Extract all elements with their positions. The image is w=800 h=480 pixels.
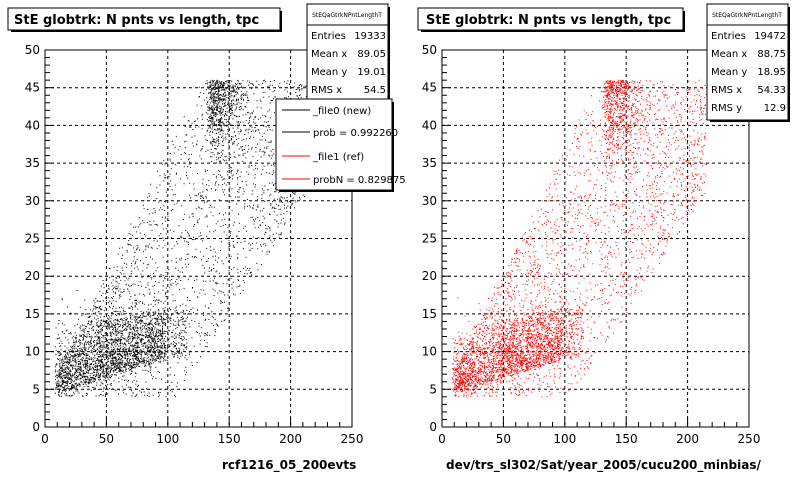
right-stats-label-4: RMS y	[711, 103, 742, 114]
left-stats-name: StEQaGtrkNPntLengthT	[312, 12, 382, 19]
right-y-tick-label-2: 10	[422, 345, 437, 359]
right-x-tick-label-1: 50	[496, 432, 511, 446]
left-x-tick-label-3: 150	[218, 432, 241, 446]
left-y-tick-label-9: 45	[25, 81, 40, 95]
right-x-tick-label-2: 100	[553, 432, 576, 446]
right-y-tick-label-8: 40	[422, 118, 437, 132]
legend-label-2: _file1 (ref)	[312, 152, 364, 163]
left-stats-box: StEQaGtrkNPntLengthT Entries 19333 Mean …	[306, 3, 390, 101]
left-y-tick-label-2: 10	[25, 345, 40, 359]
right-stats-value-0: 19472	[754, 31, 786, 42]
left-x-tick-label-0: 0	[41, 432, 49, 446]
right-axis-ticks	[441, 49, 750, 428]
left-x-tick-label-2: 100	[156, 432, 179, 446]
left-y-tick-label-0: 0	[32, 420, 40, 434]
left-y-tick-label-3: 15	[25, 307, 40, 321]
left-title-shadow-bottom	[11, 30, 282, 32]
left-title-shadow	[280, 11, 282, 32]
right-title-shadow	[683, 11, 685, 32]
left-y-tick-label-7: 35	[25, 156, 40, 170]
right-x-tick-label-0: 0	[438, 432, 446, 446]
left-stats-value-0: 19333	[354, 31, 386, 42]
legend-box: _file0 (new) prob = 0.992260 _file1 (ref…	[275, 98, 406, 192]
left-y-tick-label-4: 20	[25, 269, 40, 283]
right-scatter-points	[451, 79, 707, 398]
left-x-tick-label-4: 200	[279, 432, 302, 446]
right-panel: StE globtrk: N pnts vs length, tpc 0 50 10…	[417, 3, 790, 473]
right-y-tick-label-6: 30	[422, 194, 437, 208]
right-stats-value-4: 12.9	[764, 103, 786, 114]
right-x-tick-labels: 0 50 100 150 200 250	[438, 432, 760, 446]
right-stats-label-3: RMS x	[711, 85, 742, 96]
right-y-tick-label-0: 0	[429, 420, 437, 434]
right-x-tick-label-4: 200	[676, 432, 699, 446]
left-x-tick-labels: 0 50 100 150 200 250	[41, 432, 363, 446]
right-stats-box: StEQaGtrkNPntLengthT Entries 19472 Mean …	[706, 3, 790, 122]
left-stats-label-0: Entries	[311, 31, 346, 42]
right-y-tick-labels: 0 5 10 15 20 25 30 35 40 45 50	[422, 43, 437, 434]
left-y-tick-label-1: 5	[32, 382, 40, 396]
left-x-tick-label-5: 250	[341, 432, 364, 446]
legend-label-0: _file0 (new)	[312, 106, 371, 117]
legend-label-1: prob = 0.992260	[313, 128, 398, 139]
left-stats-value-3: 54.5	[364, 85, 386, 96]
right-y-tick-label-1: 5	[429, 382, 437, 396]
right-stats-value-3: 54.33	[757, 85, 786, 96]
right-x-tick-label-5: 250	[738, 432, 761, 446]
right-chart-title: StE globtrk: N pnts vs length, tpc	[426, 13, 671, 28]
right-y-tick-label-10: 50	[422, 43, 437, 57]
right-y-tick-label-3: 15	[422, 307, 437, 321]
right-y-tick-label-9: 45	[422, 81, 437, 95]
left-axis-ticks	[44, 49, 353, 428]
right-y-tick-label-5: 25	[422, 232, 437, 246]
right-stats-name: StEQaGtrkNPntLengthT	[712, 12, 782, 19]
right-y-tick-label-4: 20	[422, 269, 437, 283]
left-x-tick-label-1: 50	[99, 432, 114, 446]
right-stats-value-2: 18.95	[757, 67, 786, 78]
left-gridlines	[45, 50, 352, 427]
right-y-tick-label-7: 35	[422, 156, 437, 170]
right-stats-value-1: 88.75	[757, 49, 786, 60]
left-stats-label-3: RMS x	[311, 85, 342, 96]
right-x-axis-label: dev/trs_sl302/Sat/year_2005/cucu200_minb…	[446, 458, 762, 473]
right-gridlines	[442, 50, 749, 427]
left-stats-label-2: Mean y	[311, 67, 347, 78]
left-y-tick-label-8: 40	[25, 118, 40, 132]
left-stats-value-2: 19.01	[357, 67, 386, 78]
left-stats-label-1: Mean x	[311, 49, 347, 60]
right-x-tick-label-3: 150	[615, 432, 638, 446]
left-y-tick-label-5: 25	[25, 232, 40, 246]
right-stats-label-2: Mean y	[711, 67, 747, 78]
right-title-shadow-bottom	[421, 30, 685, 32]
left-y-tick-label-6: 30	[25, 194, 40, 208]
left-chart-title: StE globtrk: N pnts vs length, tpc	[14, 13, 259, 28]
left-x-axis-label: rcf1216_05_200evts	[222, 458, 356, 473]
left-panel: StE globtrk: N pnts vs length, tpc 0 50 10…	[7, 3, 406, 473]
left-y-tick-labels: 0 5 10 15 20 25 30 35 40 45 50	[25, 43, 40, 434]
right-scatter-path	[451, 79, 707, 398]
left-y-tick-label-10: 50	[25, 43, 40, 57]
right-stats-label-1: Mean x	[711, 49, 747, 60]
right-plot-frame	[441, 49, 750, 428]
legend-label-3: probN = 0.829875	[313, 175, 406, 186]
right-stats-label-0: Entries	[711, 31, 746, 42]
left-stats-value-1: 89.05	[357, 49, 386, 60]
